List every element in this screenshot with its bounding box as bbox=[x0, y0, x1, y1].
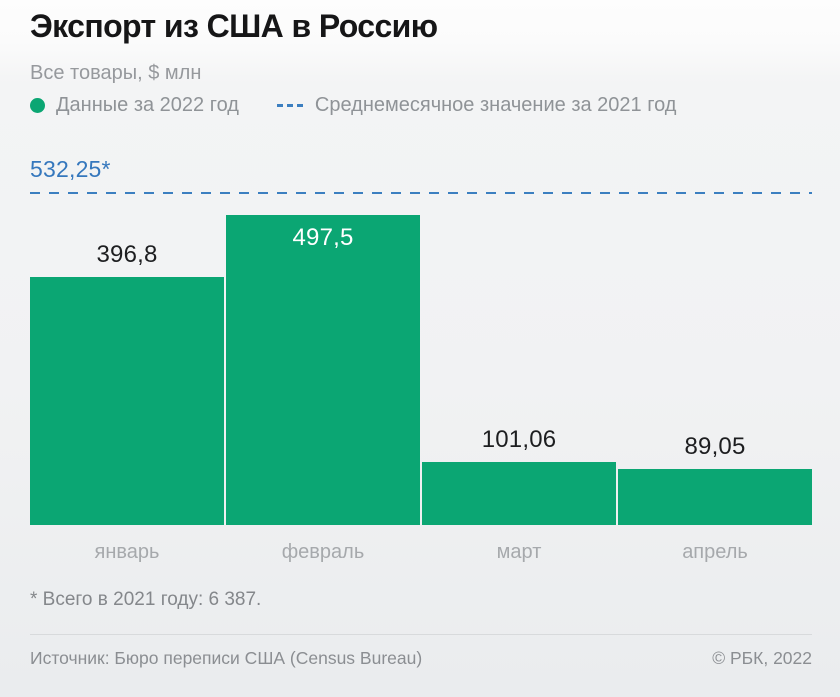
legend-label-2022: Данные за 2022 год bbox=[56, 94, 239, 116]
x-axis-label: февраль bbox=[281, 541, 365, 563]
x-axis-label: январь bbox=[94, 541, 160, 563]
x-axis-label: март bbox=[496, 541, 542, 563]
reference-dashed-line bbox=[30, 192, 812, 194]
chart-subtitle: Все товары, $ млн bbox=[30, 62, 202, 84]
page-title: Экспорт из США в Россию bbox=[30, 8, 438, 44]
footer: Источник: Бюро переписи США (Census Bure… bbox=[30, 648, 812, 669]
reference-line-value-label: 532,25* bbox=[30, 156, 111, 182]
bar-value-label: 497,5 bbox=[292, 223, 354, 251]
bar bbox=[30, 277, 224, 525]
bar bbox=[422, 461, 616, 525]
bar-value-label: 89,05 bbox=[684, 433, 746, 461]
chart-footnote: * Всего в 2021 году: 6 387. bbox=[30, 589, 262, 610]
x-axis-label: апрель bbox=[682, 541, 748, 563]
dashed-line-icon bbox=[276, 104, 304, 107]
legend-item-avg-2021: Среднемесячное значение за 2021 год bbox=[276, 94, 677, 117]
legend: Данные за 2022 год Среднемесячное значен… bbox=[30, 94, 676, 117]
footer-divider bbox=[30, 634, 812, 635]
bar-value-label: 396,8 bbox=[96, 241, 158, 269]
source-text: Источник: Бюро переписи США (Census Bure… bbox=[30, 648, 423, 668]
copyright-text: © РБК, 2022 bbox=[712, 648, 812, 668]
bar bbox=[226, 214, 420, 525]
bar-value-label: 101,06 bbox=[481, 425, 557, 453]
green-dot-icon bbox=[30, 98, 45, 113]
legend-item-2022: Данные за 2022 год bbox=[30, 94, 239, 117]
bar bbox=[618, 469, 812, 525]
legend-label-avg-2021: Среднемесячное значение за 2021 год bbox=[314, 94, 677, 116]
